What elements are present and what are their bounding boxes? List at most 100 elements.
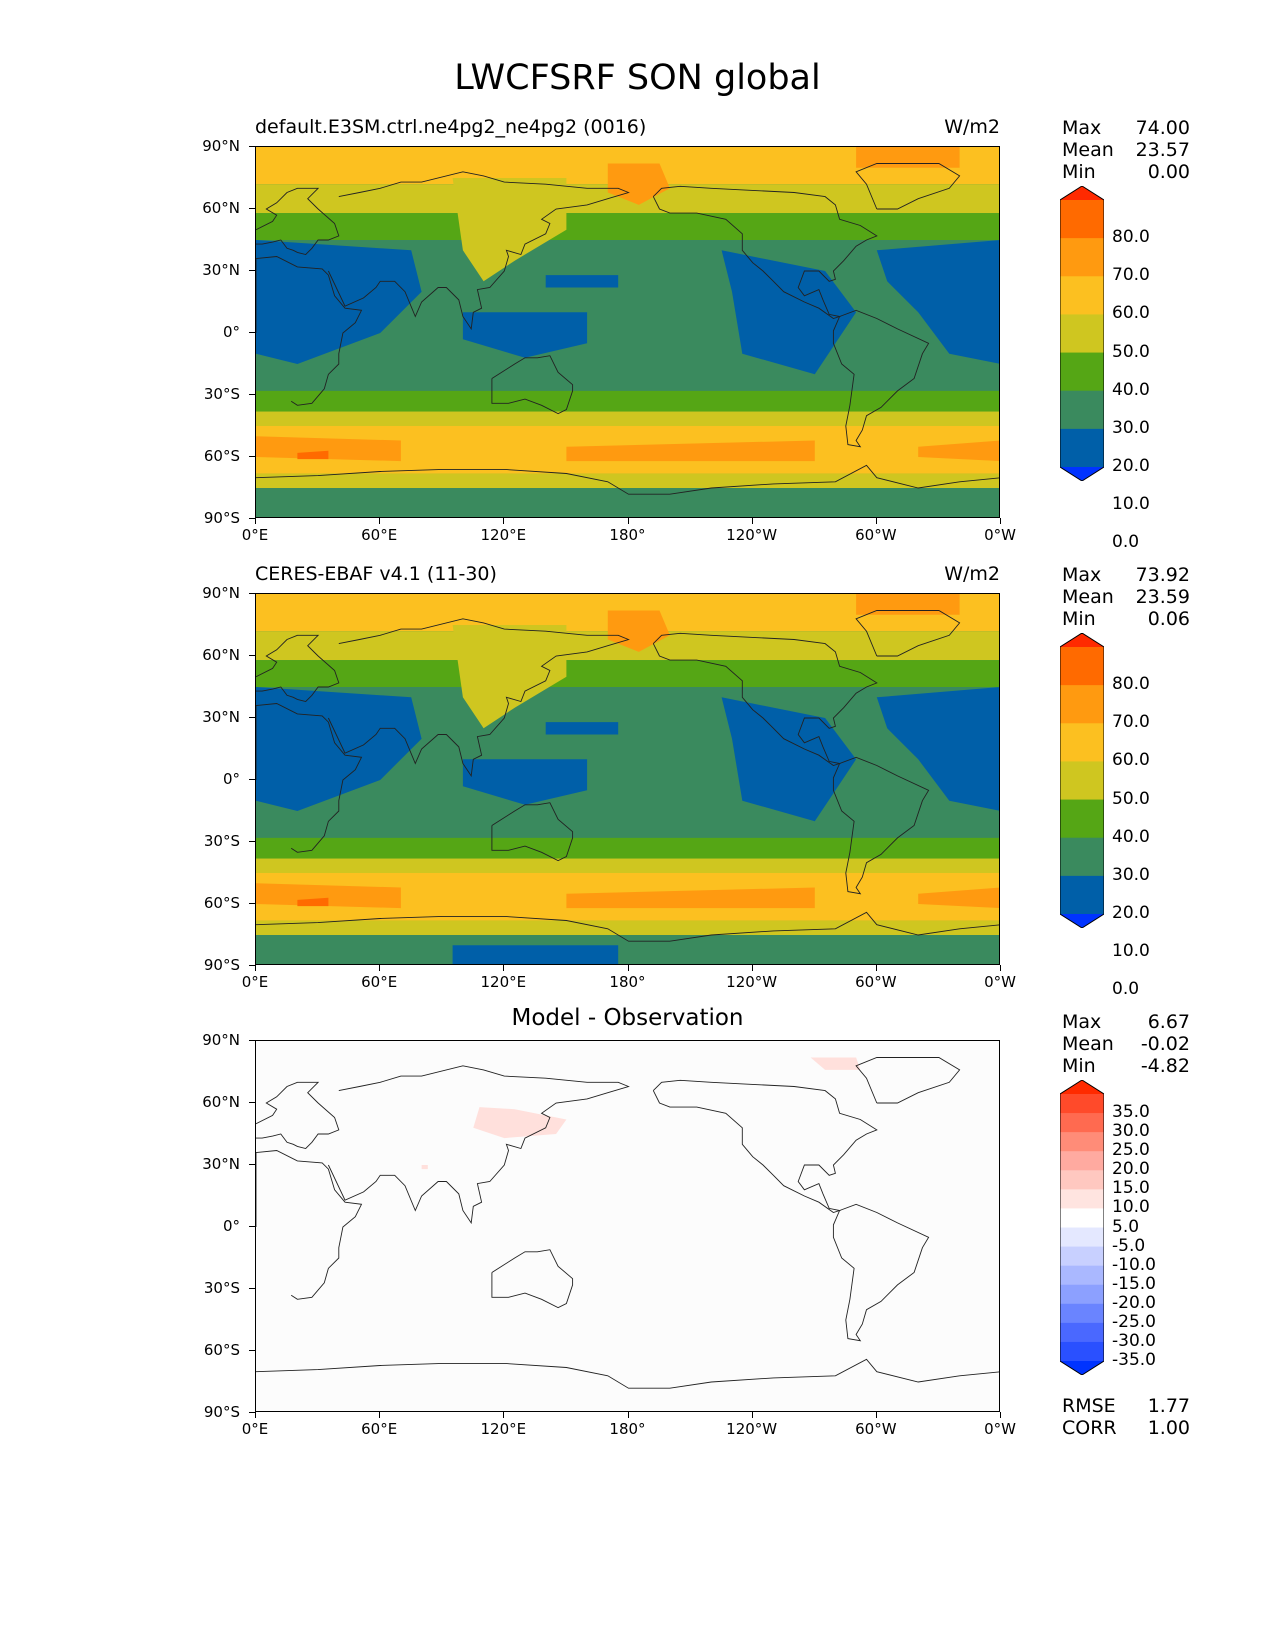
stat-value: 0.06 [1147,608,1190,630]
stat-value: 6.67 [1147,1011,1190,1033]
stat-row: Max 73.92 [1062,564,1190,586]
x-tick-label: 120°W [726,973,778,991]
field-high-arctic [856,594,960,615]
field-band-subtrop-s [256,837,999,859]
colorbar-swatch [1060,685,1104,724]
y-tick-label: 60°N [202,1093,240,1111]
colorbar-label: 25.0 [1112,1140,1150,1161]
x-tick-label: 0°W [984,973,1016,991]
field-low-atlantic-africa [256,240,422,364]
stat-label: Min [1062,161,1096,183]
stat-row: Min 0.06 [1062,608,1190,630]
figure-title: LWCFSRF SON global [454,58,821,98]
x-tick-mark [1000,1412,1001,1418]
stat-value: 74.00 [1135,117,1190,139]
colorbar-label: 60.0 [1112,303,1150,324]
x-tick-mark [379,1412,381,1418]
y-tick-mark [249,456,255,457]
field-high-so-pacific [566,440,815,462]
field-low-maritime [462,312,588,358]
stat-row: Mean 23.59 [1062,586,1190,608]
field-asia-region [452,178,567,282]
y-tick-label: 90°N [202,584,240,602]
coastline-samerica [832,756,930,895]
colorbar-label: 40.0 [1112,379,1150,400]
panel-title-left: CERES-EBAF v4.1 (11-30) [255,563,497,585]
field-low-epac [721,250,857,375]
colorbar-label: -30.0 [1112,1330,1156,1351]
coastline-greenland [855,610,961,657]
coastline-africa [256,703,363,853]
x-tick-label: 60°E [361,1420,398,1438]
y-tick-label: 60°N [202,646,240,664]
colorbar-swatch [1060,467,1104,481]
stat-value: -0.02 [1140,1033,1190,1055]
y-tick-label: 0° [222,770,240,788]
field-high-so-indian [256,883,401,909]
x-tick-label: 120°E [480,1420,527,1438]
stat-value: 23.59 [1135,586,1190,608]
y-tick-mark [249,1288,255,1289]
colorbar-svg [1059,185,1105,482]
field-low-natl [876,687,999,811]
colorbar-swatch [1060,799,1104,839]
x-tick-label: 60°E [361,526,398,544]
coastline-australia [491,1249,574,1309]
y-tick-mark [249,146,255,147]
colorbar-label: 50.0 [1112,788,1150,809]
x-tick-label: 0°E [241,526,269,544]
colorbar-swatch [1060,1284,1104,1305]
colorbar-swatch [1060,1265,1104,1286]
coastline-greenland [855,163,961,210]
colorbar-swatch [1060,647,1104,686]
x-tick-label: 120°E [480,526,527,544]
panel-extra-stats: RMSE 1.77 CORR 1.00 [1062,1395,1190,1439]
x-tick-mark [255,965,256,971]
colorbar-swatch [1060,1361,1104,1375]
field-max-so [297,450,329,460]
colorbar-label: 80.0 [1112,227,1150,248]
diff-positive-asia [473,1107,567,1139]
field-high-arctic [856,147,960,168]
y-tick-mark [249,1412,255,1413]
y-tick-mark [249,332,255,333]
x-tick-label: 120°W [726,526,778,544]
colorbar-swatch [1060,761,1104,801]
coastline-asia [327,171,630,331]
colorbar-label: 80.0 [1112,674,1150,695]
y-tick-mark [249,655,255,656]
colorbar-label: 20.0 [1112,1159,1150,1180]
diff-background [256,1041,999,1411]
field-low-atlantic-africa [256,687,422,811]
colorbar-label: 15.0 [1112,1178,1150,1199]
y-tick-label: 30°S [203,1279,240,1297]
x-tick-mark [875,518,877,524]
y-tick-label: 30°N [202,261,240,279]
x-tick-mark [627,518,629,524]
y-tick-mark [249,394,255,395]
coastline-namerica [652,1079,878,1213]
colorbar-swatch [1060,238,1104,277]
colorbar-swatch [1060,200,1104,239]
y-tick-mark [249,1226,255,1227]
y-tick-mark [249,518,255,519]
y-tick-label: 90°S [203,509,240,527]
stat-label: Max [1062,564,1102,586]
x-tick-mark [751,965,753,971]
x-tick-label: 180° [609,973,646,991]
colorbar-label: 20.0 [1112,903,1150,923]
y-tick-mark [249,965,255,966]
field-asia-region [452,625,567,729]
colorbar-swatch [1060,1189,1104,1209]
stat-row: Max 74.00 [1062,117,1190,139]
colorbar-label: 30.0 [1112,864,1150,885]
y-tick-mark [249,1164,255,1165]
coastline-australia [491,355,574,415]
colorbar-swatch [1060,875,1104,915]
x-tick-label: 120°W [726,1420,778,1438]
stat-label: Max [1062,117,1102,139]
panel-title-center: Model - Observation [511,1005,744,1031]
x-tick-mark [379,518,381,524]
x-tick-mark [627,965,629,971]
stat-label: Mean [1062,586,1114,608]
